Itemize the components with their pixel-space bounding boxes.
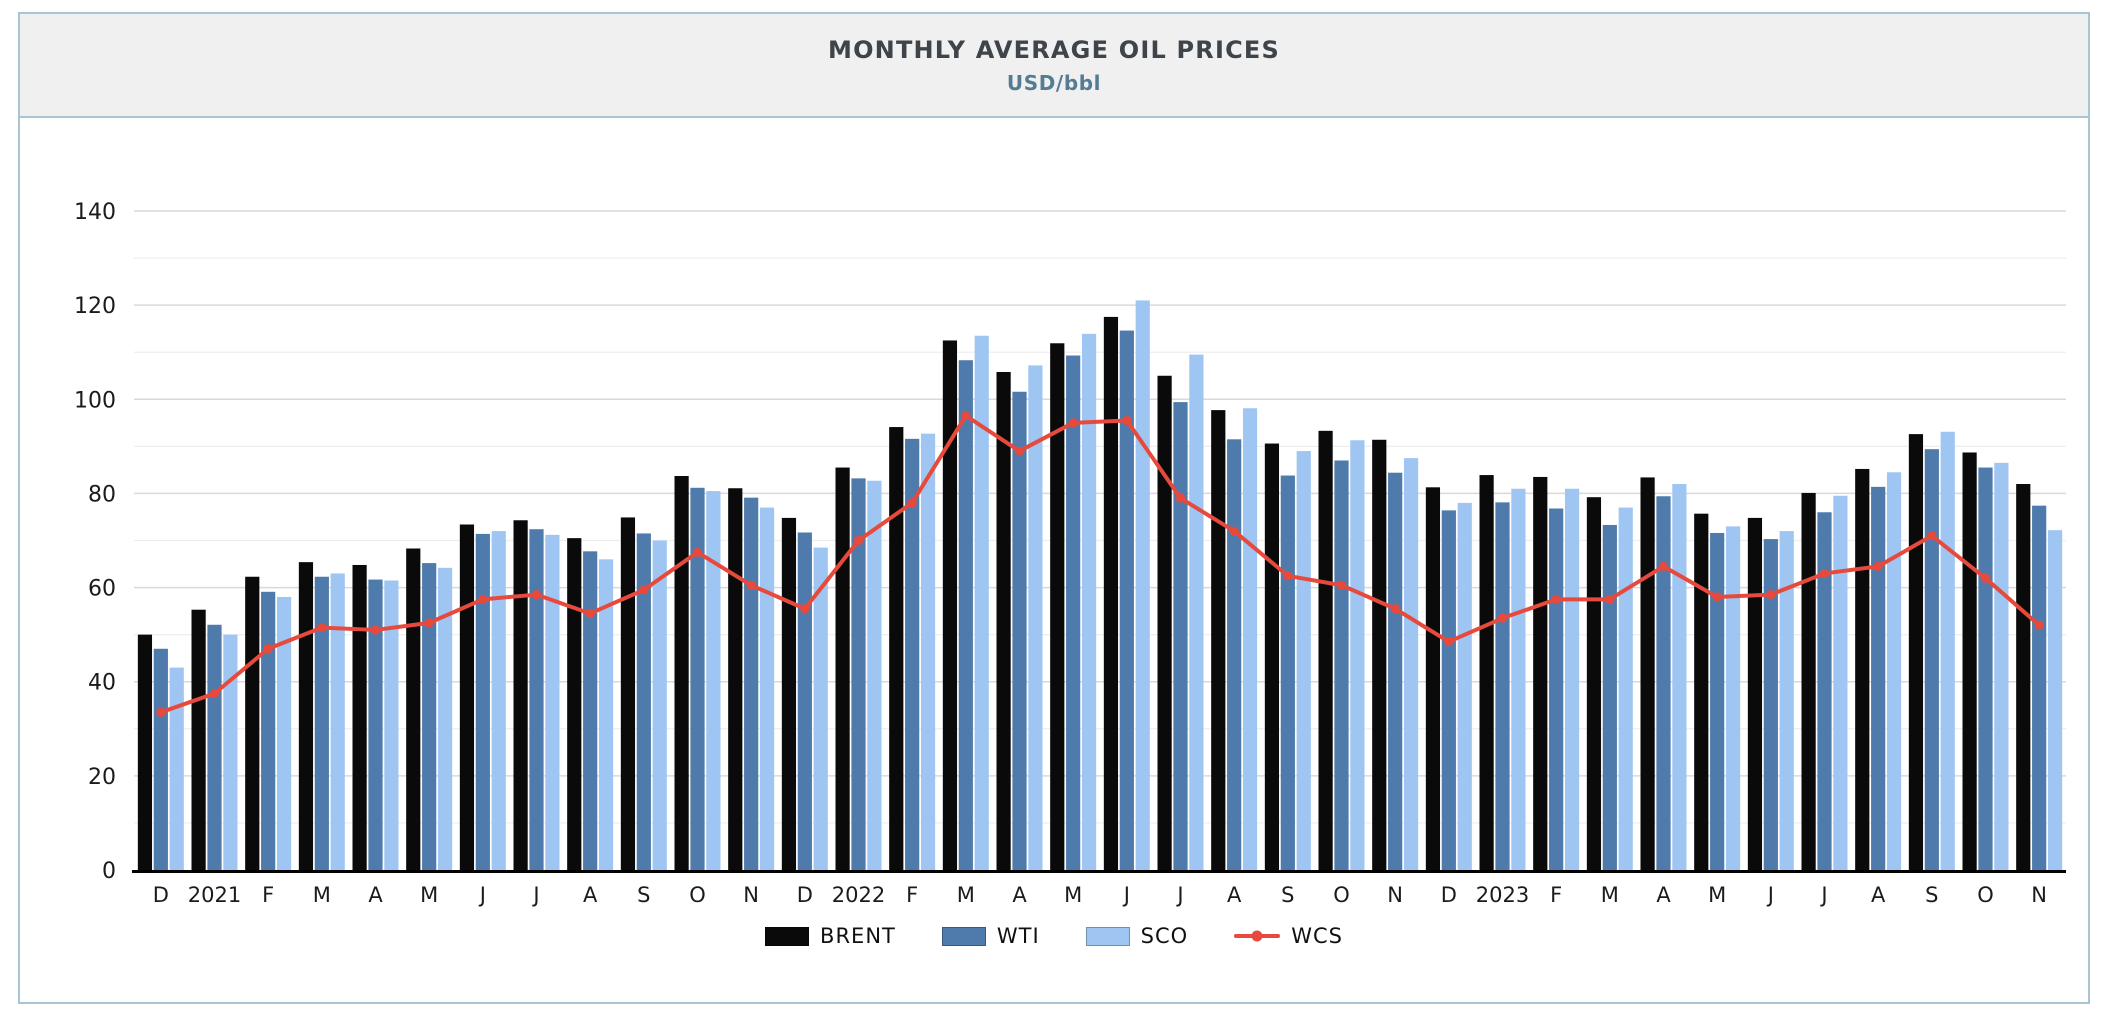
legend-label-wcs: WCS xyxy=(1291,924,1343,948)
svg-text:O: O xyxy=(689,883,706,907)
legend-label-brent: BRENT xyxy=(820,924,896,948)
svg-text:120: 120 xyxy=(74,294,116,319)
legend-label-wti: WTI xyxy=(996,924,1040,948)
svg-text:60: 60 xyxy=(88,577,116,602)
svg-text:S: S xyxy=(1281,883,1294,907)
svg-text:J: J xyxy=(478,883,486,907)
legend-item-wcs: WCS xyxy=(1234,924,1343,948)
svg-text:F: F xyxy=(262,883,274,907)
svg-text:D: D xyxy=(1441,883,1457,907)
svg-text:2021: 2021 xyxy=(188,883,241,907)
wti-swatch xyxy=(941,926,986,946)
brent-swatch xyxy=(765,926,810,946)
svg-text:O: O xyxy=(1333,883,1350,907)
svg-text:M: M xyxy=(1601,883,1619,907)
svg-text:F: F xyxy=(1550,883,1562,907)
svg-text:A: A xyxy=(1012,883,1027,907)
svg-text:N: N xyxy=(2031,883,2047,907)
svg-text:40: 40 xyxy=(88,671,116,696)
svg-text:M: M xyxy=(957,883,975,907)
svg-text:A: A xyxy=(1871,883,1886,907)
svg-text:N: N xyxy=(1387,883,1403,907)
svg-text:S: S xyxy=(1925,883,1938,907)
wcs-line-swatch xyxy=(1234,930,1281,942)
svg-text:A: A xyxy=(368,883,383,907)
legend-label-sco: SCO xyxy=(1140,924,1189,948)
svg-text:2022: 2022 xyxy=(832,883,885,907)
svg-text:A: A xyxy=(583,883,598,907)
chart-title: MONTHLY AVERAGE OIL PRICES xyxy=(827,35,1280,64)
svg-text:80: 80 xyxy=(88,482,116,507)
svg-text:M: M xyxy=(420,883,438,907)
svg-text:J: J xyxy=(1122,883,1130,907)
svg-text:2023: 2023 xyxy=(1476,883,1529,907)
svg-text:M: M xyxy=(313,883,331,907)
legend-item-wti: WTI xyxy=(941,924,1040,948)
sco-swatch xyxy=(1085,926,1130,946)
svg-text:D: D xyxy=(797,883,813,907)
svg-text:M: M xyxy=(1064,883,1082,907)
svg-text:20: 20 xyxy=(88,765,116,790)
svg-text:140: 140 xyxy=(74,200,116,225)
svg-text:A: A xyxy=(1656,883,1671,907)
svg-text:J: J xyxy=(1819,883,1827,907)
svg-text:F: F xyxy=(906,883,918,907)
chart-subtitle: USD/bbl xyxy=(1006,70,1102,95)
legend-item-sco: SCO xyxy=(1085,924,1189,948)
chart-legend: BRENT WTI SCO WCS xyxy=(20,924,2088,948)
svg-text:O: O xyxy=(1977,883,1994,907)
svg-text:J: J xyxy=(1175,883,1183,907)
svg-text:N: N xyxy=(743,883,759,907)
svg-text:0: 0 xyxy=(102,859,116,884)
wcs-dot-icon xyxy=(1251,930,1263,942)
svg-text:J: J xyxy=(1766,883,1774,907)
chart-area: 0 20 40 60 80 100 120 140 D 2021 F M A M J J A S O N D 2022 F M… xyxy=(20,118,2088,948)
svg-text:D: D xyxy=(153,883,169,907)
svg-text:S: S xyxy=(637,883,650,907)
svg-text:100: 100 xyxy=(74,388,116,413)
svg-text:A: A xyxy=(1227,883,1242,907)
chart-header: MONTHLY AVERAGE OIL PRICES USD/bbl xyxy=(20,14,2088,118)
svg-text:J: J xyxy=(531,883,539,907)
svg-text:M: M xyxy=(1708,883,1726,907)
chart-card: MONTHLY AVERAGE OIL PRICES USD/bbl 0 20 40… xyxy=(18,12,2090,1004)
oil-price-bar-chart: 0 20 40 60 80 100 120 140 D 2021 F M A M J J A S O N D 2022 F M… xyxy=(74,200,2066,907)
legend-item-brent: BRENT xyxy=(765,924,896,948)
